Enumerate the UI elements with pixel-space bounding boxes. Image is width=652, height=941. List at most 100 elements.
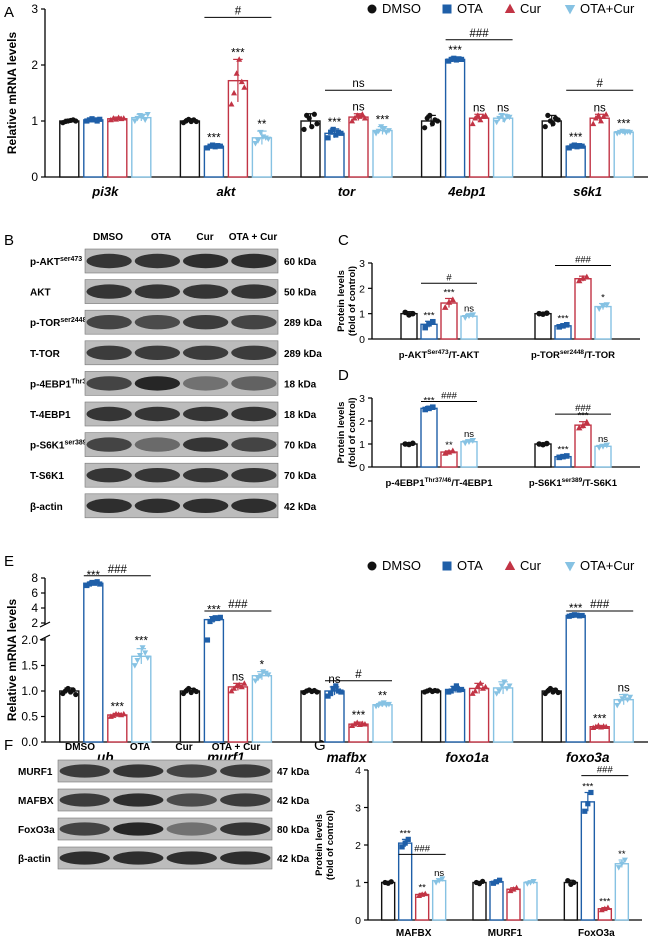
blot-row-label-actin: β-actin	[18, 854, 51, 865]
y-axis-label: Protein levels	[336, 402, 347, 464]
data-point	[461, 314, 469, 321]
blot-band	[166, 851, 217, 865]
significance-label: ***	[593, 714, 607, 726]
blot-band	[220, 851, 271, 865]
y-tick-label: 1	[355, 878, 361, 890]
lane-label-dmso: DMSO	[93, 232, 123, 243]
data-point	[325, 135, 331, 141]
blot-kda-label: 70 kDa	[284, 441, 317, 452]
blot-band	[134, 253, 181, 269]
blot-kda-label: 80 kDa	[277, 825, 310, 836]
y-tick-label: 2	[31, 616, 38, 630]
data-point	[430, 318, 436, 325]
data-point	[560, 323, 566, 329]
data-point	[402, 840, 408, 846]
panel-label-a: A	[4, 4, 14, 21]
significance-label: ns	[618, 683, 630, 695]
comparison-label: #	[596, 78, 603, 90]
data-point	[595, 112, 602, 118]
data-point	[378, 124, 385, 130]
data-point	[301, 126, 307, 132]
data-point	[503, 686, 510, 692]
data-point	[496, 115, 503, 122]
chart-c-protein-akt-tor: 0 1 2 3 Protein levels (fold of control) p-AKT…	[336, 255, 640, 361]
chart-a-mrna-pi3k-akt-tor: 0 1 2 3 Relative mRNA levels pi3k akt tor 4ebp1 s…	[5, 2, 648, 199]
legend-marker-ota	[442, 4, 452, 14]
blot-row-label-mafbx: MAFBX	[18, 796, 54, 807]
significance-label: ***	[582, 782, 593, 793]
bar-ota-cur	[460, 441, 478, 468]
y-tick-label: 0	[355, 915, 361, 927]
significance-label: **	[257, 119, 266, 131]
data-point	[338, 689, 344, 695]
data-point	[560, 453, 566, 460]
data-point	[555, 117, 561, 123]
blot-band	[220, 793, 271, 807]
blot-band	[166, 822, 217, 836]
data-point	[439, 876, 446, 882]
data-point	[461, 440, 469, 447]
legend-marker-ota	[442, 561, 452, 571]
legend-marker-cur	[504, 560, 516, 571]
blot-band	[113, 851, 164, 865]
data-point	[144, 111, 151, 118]
y-tick-label: 0.0	[21, 735, 38, 749]
data-point	[472, 687, 479, 694]
data-point	[429, 121, 435, 127]
data-point	[139, 645, 146, 651]
data-point	[255, 138, 262, 144]
legend-top: DMSO OTA Cur OTA+Cur	[367, 1, 635, 16]
data-point	[314, 689, 320, 695]
data-point	[501, 117, 508, 123]
data-point	[493, 879, 500, 885]
bar-cur	[414, 893, 430, 921]
blot-kda-label: 50 kDa	[284, 288, 317, 299]
y-tick-label: 4	[355, 765, 361, 777]
legend-label-cur: Cur	[520, 558, 542, 573]
bar-cur	[468, 117, 490, 178]
data-point	[257, 129, 264, 136]
data-point	[498, 113, 505, 119]
data-point	[506, 683, 513, 690]
data-point	[436, 878, 443, 884]
blot-band	[86, 437, 132, 452]
y-axis-label-unit: (fold of control)	[347, 266, 358, 336]
blot-row-label-t-tor: T-TOR	[30, 349, 61, 360]
data-point	[545, 112, 551, 118]
data-point	[490, 880, 497, 886]
bar-cur	[468, 687, 490, 743]
data-point	[615, 865, 622, 871]
data-point	[144, 655, 151, 661]
data-point	[97, 581, 103, 587]
blot-band	[86, 284, 132, 299]
bar-ota-cur	[614, 863, 630, 921]
data-point	[110, 712, 117, 718]
comparison-label: #	[355, 669, 362, 681]
blot-row-label-t-s6k1: T-S6K1	[30, 471, 64, 482]
blot-kda-label: 289 kDa	[284, 349, 322, 360]
bar-ota-cur	[492, 117, 514, 178]
data-point	[217, 143, 223, 149]
data-point	[496, 688, 503, 695]
data-point	[550, 121, 556, 127]
significance-label: **	[418, 882, 426, 893]
data-point	[477, 680, 484, 686]
y-tick-label: 0.5	[21, 710, 38, 724]
y-tick-label: 4	[31, 601, 38, 615]
data-point	[474, 112, 481, 118]
significance-label: ***	[577, 411, 588, 422]
data-point	[493, 119, 500, 126]
comparison-label: ns	[352, 78, 364, 90]
significance-label: **	[445, 440, 453, 451]
significance-label: ***	[328, 117, 342, 129]
y-tick-label: 0	[359, 462, 365, 474]
lane-label-dmso: DMSO	[65, 742, 95, 753]
y-axis-label: Relative mRNA levels	[5, 32, 19, 155]
data-point	[306, 115, 312, 121]
data-point	[603, 723, 610, 730]
data-point	[604, 904, 611, 910]
data-point	[603, 302, 611, 309]
category-label: p-AKTSer473/T-AKT	[399, 349, 480, 361]
significance-label: ***	[599, 897, 610, 908]
data-point	[405, 836, 411, 842]
